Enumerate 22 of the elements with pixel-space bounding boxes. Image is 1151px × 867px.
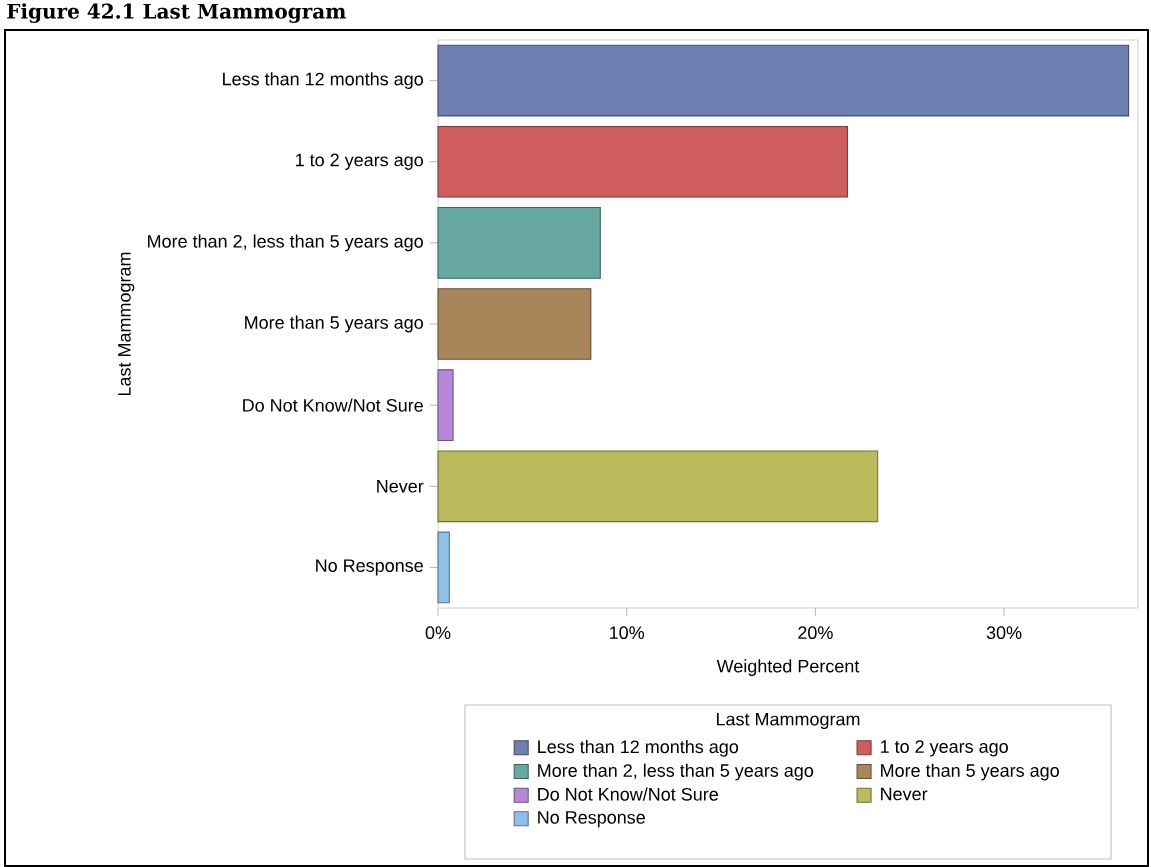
text: Figure 42.1 Last Mammogram — [7, 3, 346, 23]
y-tick-label: More than 2, less than 5 years ago — [148, 234, 423, 252]
x-tick-label: 10% — [610, 626, 645, 640]
y-tick-label: Never — [377, 480, 424, 493]
y-tick-label: 1 to 2 years ago — [296, 153, 423, 170]
legend-title: Last Mammogram — [716, 712, 860, 730]
y-tick-label: Do Not Know/Not Sure — [243, 398, 423, 412]
y-tick-label: Less than 12 months ago — [223, 72, 423, 89]
y-tick-label: More than 5 years ago — [245, 315, 423, 333]
legend-label: Less than 12 months ago — [538, 739, 739, 757]
x-tick-label: 20% — [798, 626, 833, 640]
legend-label: No Response — [538, 811, 645, 828]
legend-label: Do Not Know/Not Sure — [538, 787, 718, 801]
x-axis-title: Weighted Percent — [716, 659, 860, 677]
x-tick-label: 30% — [986, 626, 1022, 640]
y-tick-label: No Response — [316, 559, 423, 576]
y-axis-title: Last Mammogram — [118, 252, 135, 396]
legend-label: Never — [881, 787, 928, 801]
legend-label: 1 to 2 years ago — [880, 740, 1008, 757]
x-tick-label: 0% — [425, 626, 451, 640]
legend-label: More than 2, less than 5 years ago — [538, 763, 814, 781]
legend-label: More than 5 years ago — [881, 763, 1059, 781]
